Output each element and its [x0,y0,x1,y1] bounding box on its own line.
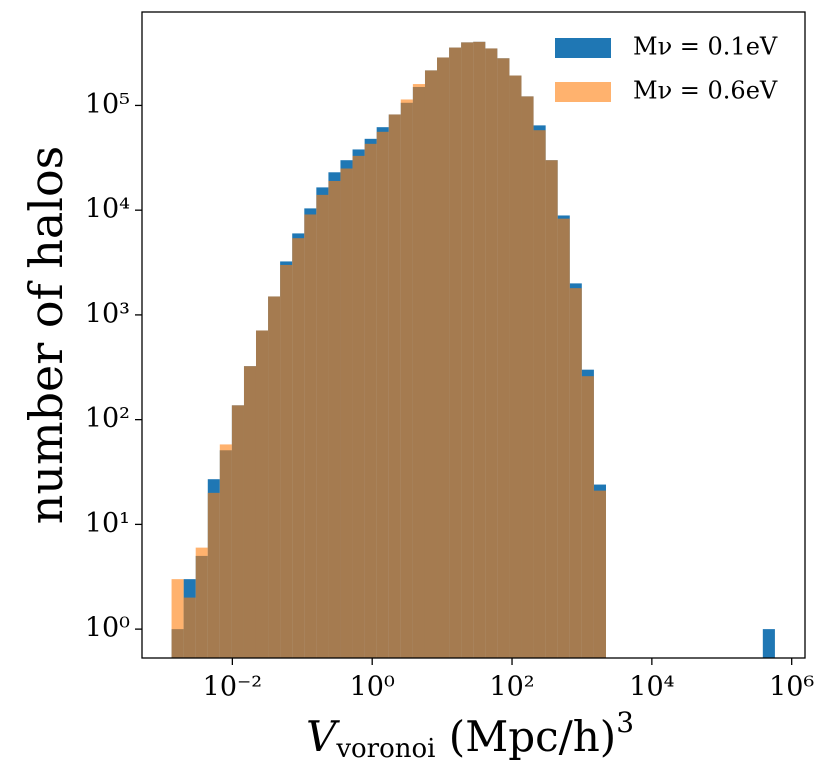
y-tick-label: 10³ [85,298,130,329]
bar [195,547,208,658]
x-tick-label: 10⁶ [769,672,814,703]
bar [316,194,329,659]
bar [280,264,293,658]
bar [243,366,256,658]
bar [485,48,498,659]
bar [304,214,317,658]
x-label-rest: (Mpc/h) [435,712,616,761]
x-tick-label: 10² [489,672,534,703]
bar [437,57,450,659]
y-tick-label: 10¹ [85,508,130,539]
bar [593,490,606,658]
x-axis-label: Vvoronoi (Mpc/h)3 [306,706,634,765]
bar [255,330,269,658]
bar [569,288,582,658]
bar [388,114,401,658]
y-tick-label: 10⁰ [85,613,130,644]
legend-swatch [555,82,611,102]
bar [581,376,594,658]
bar [364,143,377,659]
bar [461,42,474,658]
bar [268,296,281,658]
bar [557,218,570,659]
x-label-main: V [306,712,340,761]
bar [376,131,389,658]
bar [545,160,558,659]
bar [219,444,232,658]
bar [207,492,220,658]
bar [231,405,244,658]
bar [762,629,775,658]
bar [533,130,546,658]
x-tick-label: 10⁰ [350,672,395,703]
plot-frame [141,11,806,659]
y-tick-label: 10⁴ [85,194,130,225]
bar [521,96,534,659]
bar [183,597,196,658]
bars [171,41,775,659]
x-label-sup: 3 [616,706,634,739]
bar [509,75,522,659]
bar [171,579,184,658]
bar [328,180,341,658]
bar [292,238,305,659]
bar [412,84,425,659]
legend-swatch [555,38,611,58]
bar [400,99,413,659]
x-tick-label: 10⁴ [629,672,674,703]
bar [473,41,486,658]
bar [424,70,438,658]
legend-label: Mν = 0.1eV [633,33,778,61]
bar [449,47,462,659]
bar [497,58,510,659]
x-label-sub: voronoi [335,734,435,764]
y-tick-label: 10⁵ [85,89,130,120]
y-axis-label: number of halos [19,146,73,525]
legend-label: Mν = 0.6eV [633,77,778,105]
y-tick-label: 10² [85,403,130,434]
bar [340,168,353,659]
bar [352,155,365,658]
x-tick-label: 10⁻² [203,672,262,703]
